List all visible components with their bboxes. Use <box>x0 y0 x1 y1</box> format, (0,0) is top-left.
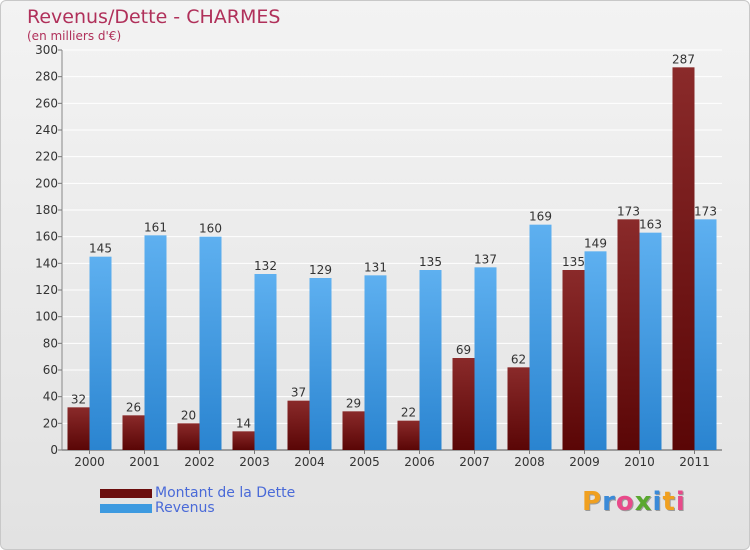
y-tick-label: 260 <box>35 96 58 110</box>
bar-debt <box>562 270 585 450</box>
proxiti-logo: Proxiti <box>582 487 686 517</box>
bar-revenus <box>254 274 277 450</box>
y-tick-label: 300 <box>35 43 58 57</box>
data-label-debt: 69 <box>456 343 471 357</box>
y-tick-label: 100 <box>35 310 58 324</box>
data-label-revenus: 169 <box>529 210 552 224</box>
bar-debt <box>287 400 310 450</box>
y-tick-label: 180 <box>35 203 58 217</box>
y-tick-label: 120 <box>35 283 58 297</box>
data-label-revenus: 163 <box>639 218 662 232</box>
bar-debt <box>67 407 90 450</box>
y-tick-label: 60 <box>43 363 58 377</box>
legend-swatch-debt <box>100 489 152 498</box>
legend-swatch-revenus <box>100 504 152 513</box>
bar-revenus <box>474 267 497 450</box>
x-axis-ticks: 2000 2001 2002 2003 2004 2005 2006 2007 2008 2009… <box>74 450 710 469</box>
x-tick-label: 2007 <box>459 455 490 469</box>
y-tick-label: 200 <box>35 176 58 190</box>
data-label-debt: 29 <box>346 396 361 410</box>
data-label-debt: 37 <box>291 386 306 400</box>
y-tick-label: 80 <box>43 336 58 350</box>
bar-revenus <box>144 235 167 450</box>
x-tick-label: 2005 <box>349 455 380 469</box>
x-tick-label: 2010 <box>624 455 655 469</box>
logo-letter: r <box>602 487 616 517</box>
data-label-debt: 135 <box>562 255 585 269</box>
data-label-revenus: 131 <box>364 260 387 274</box>
bar-revenus <box>694 219 717 450</box>
legend-item-revenus: Revenus <box>100 501 295 516</box>
data-label-debt: 20 <box>181 408 196 422</box>
logo-letter: t <box>662 487 676 517</box>
y-tick-label: 20 <box>43 416 58 430</box>
y-tick-label: 0 <box>50 443 58 457</box>
data-label-debt: 62 <box>511 352 526 366</box>
data-label-revenus: 161 <box>144 220 167 234</box>
chart-subtitle: (en milliers d'€) <box>27 29 122 43</box>
bar-debt <box>122 415 145 450</box>
y-tick-label: 160 <box>35 230 58 244</box>
bar-debt <box>342 411 365 450</box>
data-label-debt: 173 <box>617 204 640 218</box>
logo-letter: i <box>652 487 663 517</box>
bar-revenus <box>529 224 552 450</box>
bar-revenus <box>419 270 442 450</box>
bar-debt <box>232 431 255 450</box>
data-label-revenus: 137 <box>474 252 497 266</box>
logo-letter: P <box>582 487 603 517</box>
x-tick-label: 2003 <box>239 455 270 469</box>
legend-item-debt: Montant de la Dette <box>100 486 295 501</box>
x-tick-label: 2008 <box>514 455 545 469</box>
x-tick-label: 2006 <box>404 455 435 469</box>
data-label-revenus: 135 <box>419 255 442 269</box>
bar-revenus <box>89 256 112 450</box>
bars <box>67 67 717 450</box>
data-label-debt: 32 <box>71 392 86 406</box>
data-labels: 32 145 26 161 20 160 14 132 37 129 29 131 22 135 69 137… <box>71 52 717 430</box>
x-tick-label: 2004 <box>294 455 325 469</box>
data-label-revenus: 129 <box>309 263 332 277</box>
data-label-debt: 26 <box>126 400 141 414</box>
chart-title: Revenus/Dette - CHARMES <box>27 6 281 28</box>
data-label-debt: 14 <box>236 416 251 430</box>
data-label-revenus: 160 <box>199 222 222 236</box>
legend-label-debt: Montant de la Dette <box>155 485 296 501</box>
bar-debt <box>452 358 475 450</box>
logo-letter: x <box>634 487 653 517</box>
bar-revenus <box>199 236 222 450</box>
grid-lines <box>61 49 722 451</box>
logo-letter: i <box>675 487 686 517</box>
x-tick-label: 2001 <box>129 455 160 469</box>
y-tick-label: 240 <box>35 123 58 137</box>
y-tick-label: 220 <box>35 150 58 164</box>
x-tick-label: 2009 <box>569 455 600 469</box>
bar-revenus <box>309 278 332 450</box>
data-label-revenus: 145 <box>89 242 112 256</box>
bar-debt <box>177 423 200 450</box>
x-tick-label: 2002 <box>184 455 215 469</box>
bar-revenus <box>584 251 607 450</box>
data-label-revenus: 132 <box>254 259 277 273</box>
bar-debt <box>507 367 530 450</box>
x-tick-label: 2000 <box>74 455 105 469</box>
legend: Montant de la Dette Revenus <box>100 486 295 516</box>
bar-debt <box>617 219 640 450</box>
x-tick-label: 2011 <box>679 455 710 469</box>
data-label-debt: 287 <box>672 52 695 66</box>
logo-letter: o <box>615 487 635 517</box>
y-axis-ticks: 0 20 40 60 80 100 120 140 160 180 200 220 240 260 280 3… <box>35 43 62 457</box>
bar-debt <box>672 67 695 450</box>
y-tick-label: 40 <box>43 390 58 404</box>
bar-revenus <box>364 275 387 450</box>
y-tick-label: 280 <box>35 70 58 84</box>
y-tick-label: 140 <box>35 256 58 270</box>
data-label-revenus: 173 <box>694 204 717 218</box>
data-label-revenus: 149 <box>584 236 607 250</box>
bar-revenus <box>639 232 662 450</box>
legend-label-revenus: Revenus <box>155 500 215 516</box>
bar-debt <box>397 420 420 450</box>
data-label-debt: 22 <box>401 406 416 420</box>
